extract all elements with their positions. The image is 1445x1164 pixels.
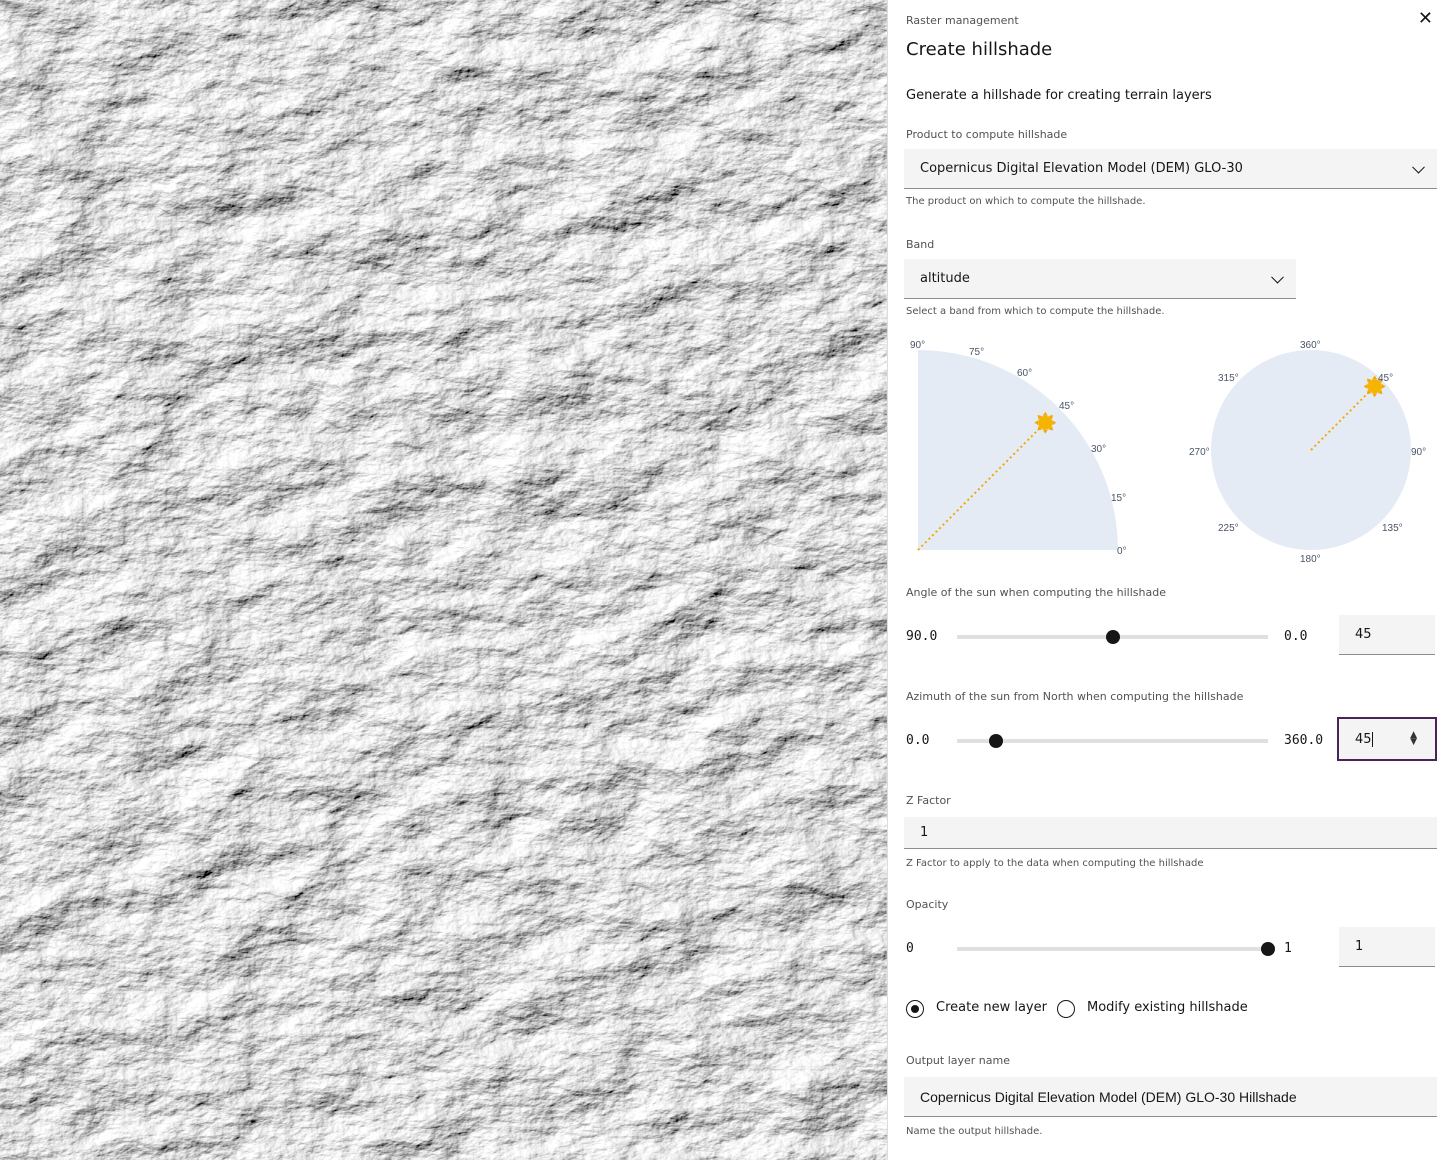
tick-label: 180° — [1300, 554, 1321, 565]
opacity-max: 1 — [1284, 941, 1292, 956]
sun-icon — [1363, 375, 1386, 398]
azimuth-min: 0.0 — [906, 733, 930, 748]
tick-label: 60° — [1017, 368, 1032, 379]
elevation-slider[interactable] — [957, 630, 1268, 644]
azimuth-max: 360.0 — [1284, 733, 1324, 748]
elevation-max: 0.0 — [1284, 629, 1308, 644]
tick-label: 0° — [1117, 546, 1127, 557]
sun-ray — [1048, 414, 1054, 420]
sun-disc — [1038, 415, 1053, 430]
opacity-value: 1 — [1355, 939, 1364, 954]
product-helper: The product on which to compute the hill… — [906, 196, 1146, 207]
modify-existing-label[interactable]: Modify existing hillshade — [1087, 1000, 1248, 1015]
elevation-diagram: 90° 75° 60° 45° 30° 15° 0° — [910, 340, 1127, 557]
create-new-layer-label[interactable]: Create new layer — [936, 1000, 1047, 1015]
tick-label: 75° — [969, 347, 984, 358]
text-cursor — [1371, 731, 1373, 747]
sun-ray — [1372, 375, 1378, 380]
azimuth-label: Azimuth of the sun from North when compu… — [906, 690, 1244, 703]
stepper-icon[interactable]: ▲ ▼ — [1410, 730, 1417, 747]
product-label: Product to compute hillshade — [906, 128, 1068, 141]
chevron-down-icon — [1412, 160, 1425, 174]
sun-ray — [1048, 425, 1054, 431]
opacity-slider-thumb[interactable] — [1261, 942, 1275, 956]
breadcrumb: Raster management — [906, 14, 1019, 27]
tick-label: 15° — [1111, 493, 1126, 504]
elevation-value: 45 — [1355, 627, 1372, 642]
sun-ray — [1042, 429, 1048, 434]
create-hillshade-panel: Raster management ✕ Create hillshade Gen… — [887, 0, 1445, 1160]
sun-ray — [1381, 383, 1386, 389]
sun-icon — [1034, 411, 1057, 434]
tick-label: 90° — [1411, 447, 1426, 458]
azimuth-slider[interactable] — [957, 734, 1268, 748]
sun-ray — [1377, 389, 1383, 395]
create-new-layer-radio[interactable] — [906, 1000, 924, 1018]
sun-ray — [1366, 378, 1372, 384]
opacity-min: 0 — [906, 941, 914, 956]
band-value: altitude — [920, 271, 970, 286]
output-helper: Name the output hillshade. — [906, 1126, 1043, 1137]
tick-label: 30° — [1091, 444, 1106, 455]
sun-ray — [1042, 411, 1048, 416]
sun-disc — [1367, 379, 1382, 394]
tick-label: 45° — [1059, 401, 1074, 412]
sun-diagrams: 90° 75° 60° 45° 30° 15° 0° 360° 45° 90° … — [910, 340, 1426, 565]
elevation-input[interactable]: 45 — [1339, 615, 1435, 655]
sun-ray — [1363, 383, 1368, 389]
hillshade-map[interactable] — [0, 0, 887, 1160]
product-select[interactable]: Copernicus Digital Elevation Model (DEM)… — [904, 149, 1437, 189]
close-icon[interactable]: ✕ — [1417, 8, 1433, 29]
band-select[interactable]: altitude — [904, 259, 1296, 299]
band-label: Band — [906, 238, 935, 251]
elevation-label: Angle of the sun when computing the hill… — [906, 586, 1166, 599]
opacity-label: Opacity — [906, 898, 949, 911]
azimuth-value: 45 — [1355, 731, 1372, 747]
opacity-input[interactable]: 1 — [1339, 927, 1435, 967]
output-label: Output layer name — [906, 1054, 1010, 1067]
sun-ray — [1034, 420, 1039, 426]
output-value: Copernicus Digital Elevation Model (DEM)… — [920, 1088, 1297, 1105]
azimuth-diagram: 360° 45° 90° 135° 180° 225° 270° 315° — [1189, 340, 1426, 565]
chevron-down-icon — [1271, 270, 1284, 284]
tick-label: 315° — [1218, 373, 1239, 384]
zfactor-value: 1 — [920, 825, 929, 840]
tick-label: 270° — [1189, 447, 1210, 458]
opacity-slider[interactable] — [957, 942, 1275, 956]
azimuth-input[interactable]: 45 ▲ ▼ — [1337, 717, 1437, 761]
tick-label: 90° — [910, 340, 925, 351]
sun-ray — [1372, 393, 1378, 398]
azimuth-slider-thumb[interactable] — [988, 734, 1003, 748]
modify-existing-radio[interactable] — [1057, 1000, 1075, 1018]
tick-label: 45° — [1378, 373, 1393, 384]
band-helper: Select a band from which to compute the … — [906, 306, 1165, 317]
sun-ray — [1037, 425, 1043, 431]
sun-ray — [1366, 389, 1372, 395]
product-value: Copernicus Digital Elevation Model (DEM)… — [920, 161, 1243, 176]
tick-label: 360° — [1300, 340, 1321, 351]
sun-ray — [1377, 378, 1383, 384]
tick-label: 225° — [1218, 523, 1239, 534]
output-name-input[interactable]: Copernicus Digital Elevation Model (DEM)… — [904, 1077, 1437, 1117]
sun-ray — [1052, 420, 1057, 426]
elevation-min: 90.0 — [906, 629, 938, 644]
tick-label: 135° — [1382, 523, 1403, 534]
sun-ray — [1037, 414, 1043, 420]
zfactor-input[interactable]: 1 — [904, 817, 1437, 849]
panel-description: Generate a hillshade for creating terrai… — [906, 88, 1212, 103]
terrain-image — [0, 0, 887, 1160]
zfactor-label: Z Factor — [906, 794, 951, 807]
elevation-slider-thumb[interactable] — [1105, 630, 1120, 644]
page-title: Create hillshade — [906, 39, 1053, 60]
zfactor-helper: Z Factor to apply to the data when compu… — [906, 858, 1204, 869]
